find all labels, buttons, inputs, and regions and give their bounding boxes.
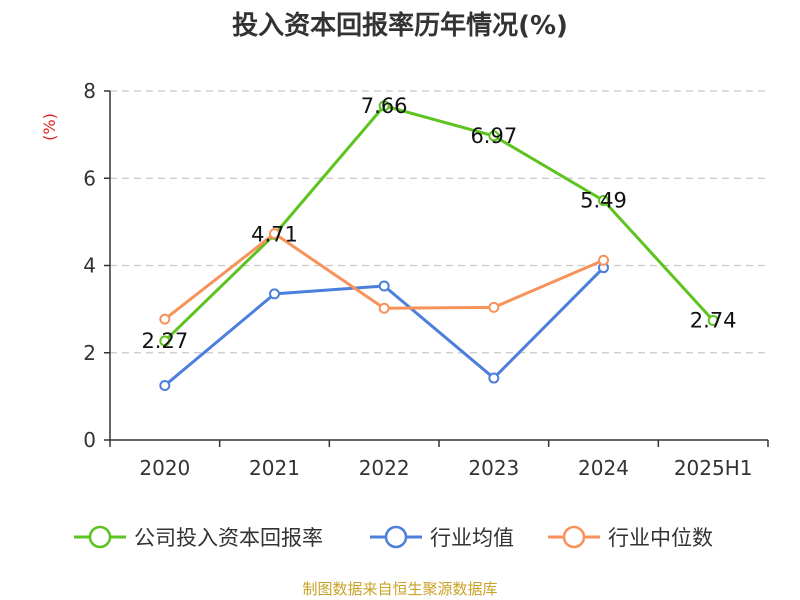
- x-tick-label: 2022: [359, 456, 410, 480]
- series-point: [598, 254, 609, 266]
- series-point: [378, 100, 390, 112]
- series-point: [707, 314, 719, 326]
- data-label: 7.66: [361, 94, 408, 118]
- data-label: 5.49: [580, 188, 627, 212]
- source-note: 制图数据来自恒生聚源数据库: [302, 580, 497, 598]
- x-tick-label: 2021: [249, 456, 300, 480]
- x-tick-label: 2025H1: [674, 456, 753, 480]
- series-point: [378, 280, 390, 292]
- series-point: [488, 301, 500, 313]
- legend-marker: [88, 525, 112, 549]
- legend: 公司投入资本回报率 行业均值 行业中位数: [74, 525, 713, 550]
- series-point: [488, 130, 500, 142]
- series-point: [159, 379, 171, 391]
- axes: 0 2 4 6 8 2020 2021 2022 2023 2024 2025H1: [83, 79, 769, 480]
- series-layer: [159, 100, 719, 391]
- legend-label: 行业均值: [430, 526, 514, 550]
- y-tick-label: 8: [83, 79, 96, 103]
- series-point: [269, 228, 280, 240]
- y-axis-label: (%): [40, 113, 59, 141]
- series-line-0: [163, 104, 715, 343]
- data-label: 4.71: [251, 223, 298, 247]
- legend-label: 行业中位数: [608, 526, 713, 550]
- series-point: [269, 288, 280, 300]
- y-tick-label: 0: [83, 428, 96, 452]
- chart-title: 投入资本回报率历年情况(%): [232, 10, 568, 41]
- y-tick-label: 4: [83, 254, 96, 278]
- data-label: 2.27: [141, 329, 188, 353]
- series-point: [598, 194, 609, 206]
- grid-lines: [110, 90, 768, 354]
- y-tick-label: 2: [83, 341, 96, 365]
- data-label: 2.74: [690, 308, 737, 332]
- y-tick-label: 6: [83, 166, 96, 190]
- legend-marker: [384, 525, 408, 549]
- series-point: [159, 313, 171, 325]
- legend-marker: [562, 525, 586, 549]
- legend-label: 公司投入资本回报率: [134, 526, 323, 550]
- x-tick-label: 2020: [139, 456, 190, 480]
- x-tick-label: 2024: [578, 456, 629, 480]
- series-point: [378, 302, 390, 314]
- series-point: [159, 335, 171, 347]
- series-point: [488, 372, 500, 384]
- x-tick-label: 2023: [468, 456, 519, 480]
- data-label: 6.97: [470, 124, 517, 148]
- data-labels: 2.27 4.71 7.66 6.97 5.49 2.74: [141, 94, 736, 353]
